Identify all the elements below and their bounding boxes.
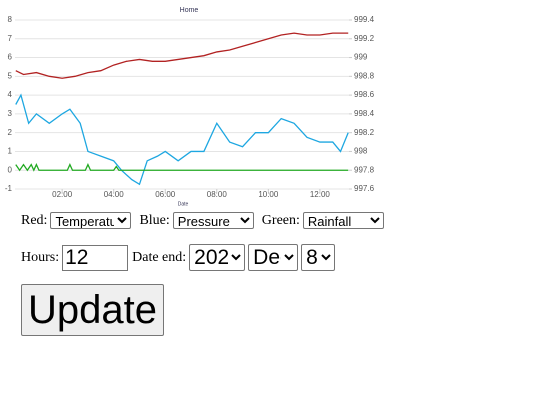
- y2-tick-label: 999: [354, 53, 368, 62]
- series-line: [15, 163, 349, 172]
- update-button[interactable]: Update: [21, 284, 164, 336]
- y-tick-label: 0: [8, 165, 13, 174]
- series-selectors: Red: Temperature Blue: Pressure Green: R…: [21, 212, 392, 229]
- green-select[interactable]: Rainfall: [302, 212, 384, 229]
- range-controls: Hours: Date end: 2023 Dec 8: [21, 244, 343, 271]
- y2-tick-label: 997.6: [354, 184, 375, 193]
- blue-select[interactable]: Pressure: [172, 212, 254, 229]
- year-select[interactable]: 2023: [189, 244, 246, 271]
- month-select[interactable]: Dec: [248, 244, 299, 271]
- y-tick-label: 2: [8, 128, 13, 137]
- hours-input[interactable]: [62, 244, 129, 271]
- day-select[interactable]: 8: [301, 244, 336, 271]
- y2-tick-label: 998.6: [354, 90, 375, 99]
- label: Green:: [261, 212, 300, 228]
- y2-tick-label: 999.4: [354, 15, 375, 24]
- y2-tick-label: 998.8: [354, 71, 375, 80]
- y-tick-label: 6: [8, 53, 13, 62]
- x-tick-label: 10:00: [258, 190, 279, 199]
- y2-tick-label: 997.8: [354, 165, 375, 174]
- y2-tick-label: 998.2: [354, 128, 375, 137]
- x-tick-label: 04:00: [104, 190, 125, 199]
- y2-tick-label: 998: [354, 147, 368, 156]
- x-tick-label: 08:00: [207, 190, 228, 199]
- y-tick-label: 5: [8, 71, 13, 80]
- series-line: [15, 93, 349, 186]
- label: Hours:: [21, 249, 60, 265]
- series-line: [15, 32, 349, 79]
- y-tick-label: 4: [8, 90, 13, 99]
- y-tick-label: 1: [8, 147, 13, 156]
- y-tick-label: 3: [8, 109, 13, 118]
- label: Date end:: [132, 249, 187, 265]
- label: Red:: [21, 212, 48, 228]
- x-tick-label: 12:00: [310, 190, 331, 199]
- y-tick-label: 7: [8, 34, 13, 43]
- y2-tick-label: 998.4: [354, 109, 375, 118]
- x-axis-label: Date: [178, 201, 189, 207]
- chart: Home Date -1 0 1 2 3 4 5 6 7 8 997.6 997.8 998 998.2 9…: [5, 7, 375, 207]
- x-tick-label: 06:00: [155, 190, 176, 199]
- y-tick-label: 8: [8, 15, 13, 24]
- y-tick-label: -1: [5, 184, 13, 193]
- red-select[interactable]: Temperature: [50, 212, 132, 229]
- y2-tick-label: 999.2: [354, 34, 375, 43]
- x-tick-label: 02:00: [52, 190, 73, 199]
- chart-title: Home: [180, 7, 199, 14]
- label: Blue:: [139, 212, 170, 228]
